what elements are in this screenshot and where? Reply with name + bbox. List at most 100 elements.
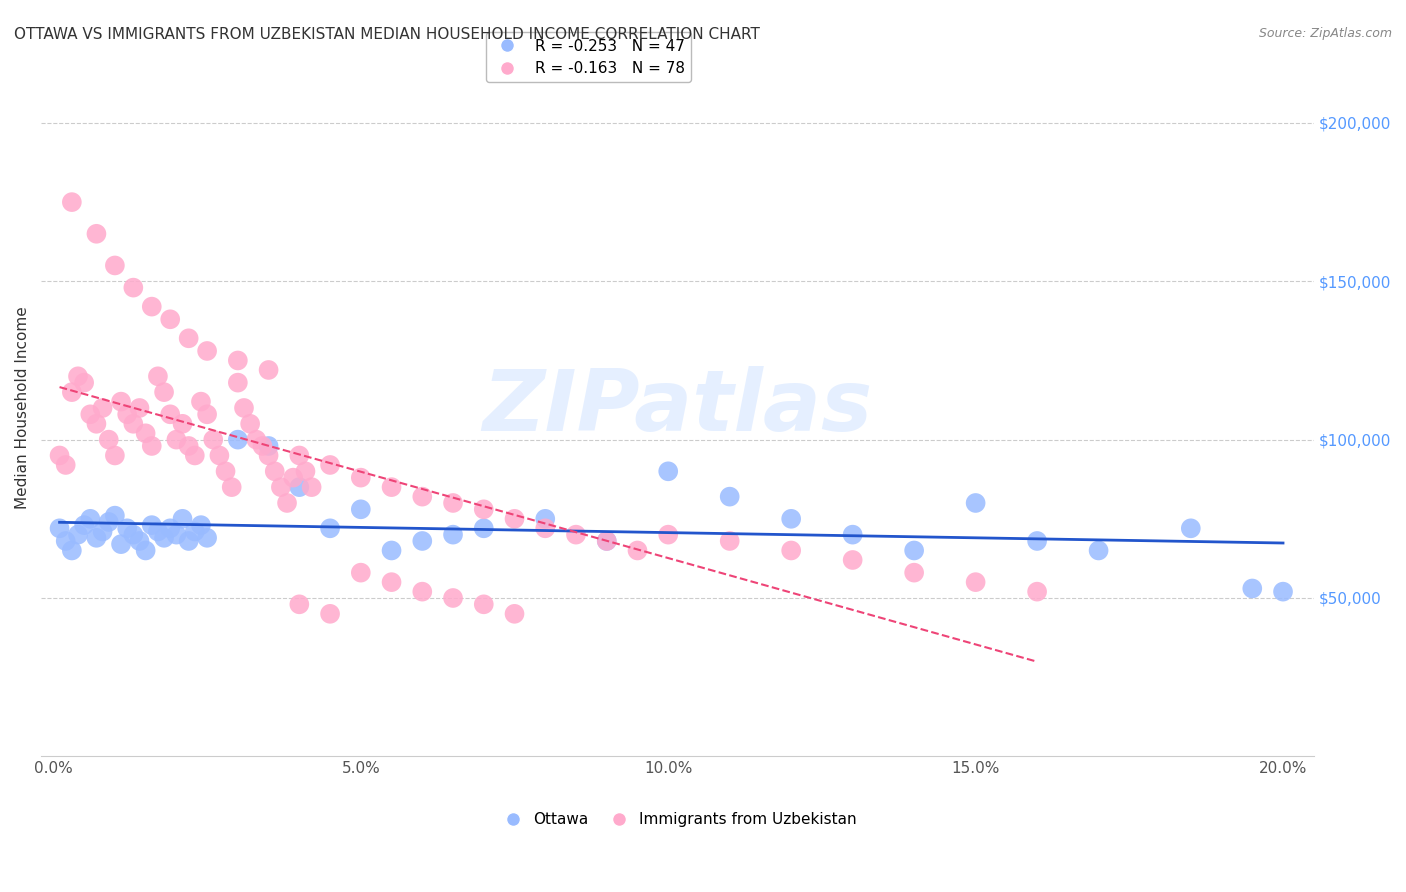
Point [141, 300, 163, 314]
Point [319, 458, 342, 472]
Point [965, 496, 987, 510]
Point [350, 470, 373, 484]
Point [153, 531, 176, 545]
Point [257, 439, 280, 453]
Point [86, 417, 108, 431]
Point [841, 553, 863, 567]
Y-axis label: Median Household Income: Median Household Income [15, 307, 30, 509]
Point [159, 521, 181, 535]
Point [86, 531, 108, 545]
Point [79, 407, 101, 421]
Point [141, 518, 163, 533]
Point [226, 353, 249, 368]
Point [184, 524, 207, 539]
Point [159, 312, 181, 326]
Point [135, 426, 157, 441]
Point [159, 407, 181, 421]
Point [60, 195, 83, 210]
Point [257, 363, 280, 377]
Point [128, 401, 150, 415]
Point [841, 527, 863, 541]
Point [565, 527, 588, 541]
Point [780, 512, 803, 526]
Point [165, 433, 187, 447]
Point [283, 470, 305, 484]
Point [441, 591, 464, 605]
Point [380, 480, 402, 494]
Point [319, 607, 342, 621]
Point [903, 566, 925, 580]
Point [472, 521, 495, 535]
Point [233, 401, 256, 415]
Point [1087, 543, 1109, 558]
Text: ZIPatlas: ZIPatlas [482, 367, 873, 450]
Point [263, 464, 285, 478]
Point [79, 512, 101, 526]
Point [1241, 582, 1264, 596]
Point [780, 543, 803, 558]
Point [141, 439, 163, 453]
Point [172, 512, 194, 526]
Point [122, 280, 145, 294]
Point [122, 527, 145, 541]
Point [226, 433, 249, 447]
Point [257, 449, 280, 463]
Point [319, 521, 342, 535]
Point [503, 512, 526, 526]
Point [350, 502, 373, 516]
Point [252, 439, 274, 453]
Point [718, 533, 741, 548]
Point [190, 394, 212, 409]
Point [122, 417, 145, 431]
Point [294, 464, 316, 478]
Point [270, 480, 292, 494]
Point [657, 527, 679, 541]
Point [195, 531, 218, 545]
Point [245, 433, 267, 447]
Point [472, 597, 495, 611]
Legend: Ottawa, Immigrants from Uzbekistan: Ottawa, Immigrants from Uzbekistan [492, 805, 863, 833]
Point [55, 533, 77, 548]
Point [104, 259, 127, 273]
Point [165, 527, 187, 541]
Point [202, 433, 225, 447]
Point [380, 543, 402, 558]
Point [135, 543, 157, 558]
Point [55, 458, 77, 472]
Point [411, 533, 433, 548]
Point [411, 584, 433, 599]
Point [596, 533, 619, 548]
Point [73, 518, 96, 533]
Point [441, 527, 464, 541]
Point [221, 480, 243, 494]
Point [195, 343, 218, 358]
Point [195, 407, 218, 421]
Point [172, 417, 194, 431]
Point [208, 449, 231, 463]
Point [626, 543, 648, 558]
Point [66, 527, 89, 541]
Point [472, 502, 495, 516]
Point [301, 480, 323, 494]
Text: OTTAWA VS IMMIGRANTS FROM UZBEKISTAN MEDIAN HOUSEHOLD INCOME CORRELATION CHART: OTTAWA VS IMMIGRANTS FROM UZBEKISTAN MED… [14, 27, 759, 42]
Point [214, 464, 236, 478]
Text: Source: ZipAtlas.com: Source: ZipAtlas.com [1258, 27, 1392, 40]
Point [146, 524, 169, 539]
Point [91, 524, 114, 539]
Point [441, 496, 464, 510]
Point [411, 490, 433, 504]
Point [1026, 584, 1049, 599]
Point [1272, 584, 1295, 599]
Point [110, 394, 132, 409]
Point [718, 490, 741, 504]
Point [128, 533, 150, 548]
Point [350, 566, 373, 580]
Point [288, 597, 311, 611]
Point [153, 385, 176, 400]
Point [226, 376, 249, 390]
Point [903, 543, 925, 558]
Point [380, 575, 402, 590]
Point [657, 464, 679, 478]
Point [110, 537, 132, 551]
Point [1026, 533, 1049, 548]
